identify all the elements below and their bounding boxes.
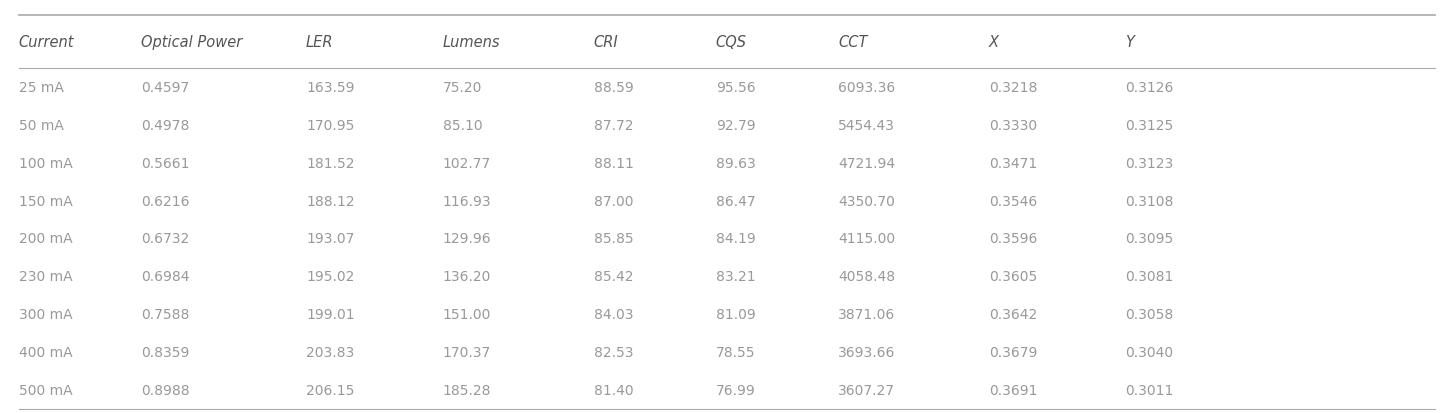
- Text: 85.10: 85.10: [442, 119, 483, 133]
- Text: Current: Current: [19, 35, 74, 50]
- Text: 0.3123: 0.3123: [1125, 157, 1174, 170]
- Text: 0.3546: 0.3546: [989, 194, 1037, 208]
- Text: 0.3330: 0.3330: [989, 119, 1037, 133]
- Text: 3693.66: 3693.66: [839, 345, 895, 359]
- Text: 0.6984: 0.6984: [140, 270, 189, 284]
- Text: 85.85: 85.85: [594, 232, 633, 246]
- Text: 84.03: 84.03: [594, 307, 633, 321]
- Text: 87.00: 87.00: [594, 194, 633, 208]
- Text: LER: LER: [307, 35, 334, 50]
- Text: 195.02: 195.02: [307, 270, 354, 284]
- Text: 25 mA: 25 mA: [19, 81, 64, 95]
- Text: 4350.70: 4350.70: [839, 194, 895, 208]
- Text: 81.09: 81.09: [716, 307, 756, 321]
- Text: 500 mA: 500 mA: [19, 383, 72, 397]
- Text: 5454.43: 5454.43: [839, 119, 895, 133]
- Text: 82.53: 82.53: [594, 345, 633, 359]
- Text: 0.3058: 0.3058: [1125, 307, 1174, 321]
- Text: 0.3679: 0.3679: [989, 345, 1037, 359]
- Text: 86.47: 86.47: [716, 194, 755, 208]
- Text: CRI: CRI: [594, 35, 619, 50]
- Text: 300 mA: 300 mA: [19, 307, 72, 321]
- Text: 0.3126: 0.3126: [1125, 81, 1174, 95]
- Text: 88.59: 88.59: [594, 81, 633, 95]
- Text: Y: Y: [1125, 35, 1135, 50]
- Text: 4721.94: 4721.94: [839, 157, 895, 170]
- Text: 102.77: 102.77: [442, 157, 490, 170]
- Text: 136.20: 136.20: [442, 270, 492, 284]
- Text: 0.3471: 0.3471: [989, 157, 1037, 170]
- Text: 0.3108: 0.3108: [1125, 194, 1174, 208]
- Text: 206.15: 206.15: [307, 383, 354, 397]
- Text: 100 mA: 100 mA: [19, 157, 72, 170]
- Text: 0.3095: 0.3095: [1125, 232, 1174, 246]
- Text: 0.3596: 0.3596: [989, 232, 1037, 246]
- Text: 81.40: 81.40: [594, 383, 633, 397]
- Text: 193.07: 193.07: [307, 232, 354, 246]
- Text: Optical Power: Optical Power: [140, 35, 241, 50]
- Text: 0.3642: 0.3642: [989, 307, 1037, 321]
- Text: 0.4597: 0.4597: [140, 81, 189, 95]
- Text: 0.3081: 0.3081: [1125, 270, 1174, 284]
- Text: 78.55: 78.55: [716, 345, 755, 359]
- Text: 0.3011: 0.3011: [1125, 383, 1174, 397]
- Text: 95.56: 95.56: [716, 81, 755, 95]
- Text: 88.11: 88.11: [594, 157, 633, 170]
- Text: 163.59: 163.59: [307, 81, 354, 95]
- Text: 170.95: 170.95: [307, 119, 354, 133]
- Text: 4115.00: 4115.00: [839, 232, 895, 246]
- Text: 0.6216: 0.6216: [140, 194, 189, 208]
- Text: 87.72: 87.72: [594, 119, 633, 133]
- Text: 0.3218: 0.3218: [989, 81, 1037, 95]
- Text: 0.8359: 0.8359: [140, 345, 189, 359]
- Text: 0.3040: 0.3040: [1125, 345, 1174, 359]
- Text: CQS: CQS: [716, 35, 746, 50]
- Text: 84.19: 84.19: [716, 232, 756, 246]
- Text: 92.79: 92.79: [716, 119, 755, 133]
- Text: 200 mA: 200 mA: [19, 232, 72, 246]
- Text: X: X: [989, 35, 999, 50]
- Text: 0.7588: 0.7588: [140, 307, 189, 321]
- Text: Lumens: Lumens: [442, 35, 500, 50]
- Text: 400 mA: 400 mA: [19, 345, 72, 359]
- Text: 3871.06: 3871.06: [839, 307, 895, 321]
- Text: 6093.36: 6093.36: [839, 81, 895, 95]
- Text: 76.99: 76.99: [716, 383, 756, 397]
- Text: 0.4978: 0.4978: [140, 119, 189, 133]
- Text: 188.12: 188.12: [307, 194, 354, 208]
- Text: 185.28: 185.28: [442, 383, 492, 397]
- Text: 181.52: 181.52: [307, 157, 354, 170]
- Text: 0.3605: 0.3605: [989, 270, 1037, 284]
- Text: 116.93: 116.93: [442, 194, 492, 208]
- Text: 230 mA: 230 mA: [19, 270, 72, 284]
- Text: 3607.27: 3607.27: [839, 383, 895, 397]
- Text: 199.01: 199.01: [307, 307, 354, 321]
- Text: 50 mA: 50 mA: [19, 119, 64, 133]
- Text: 0.6732: 0.6732: [140, 232, 189, 246]
- Text: 0.3125: 0.3125: [1125, 119, 1174, 133]
- Text: 203.83: 203.83: [307, 345, 354, 359]
- Text: 129.96: 129.96: [442, 232, 492, 246]
- Text: 151.00: 151.00: [442, 307, 492, 321]
- Text: 83.21: 83.21: [716, 270, 755, 284]
- Text: 170.37: 170.37: [442, 345, 490, 359]
- Text: 85.42: 85.42: [594, 270, 633, 284]
- Text: 89.63: 89.63: [716, 157, 756, 170]
- Text: 4058.48: 4058.48: [839, 270, 895, 284]
- Text: 0.3691: 0.3691: [989, 383, 1037, 397]
- Text: 0.8988: 0.8988: [140, 383, 189, 397]
- Text: 0.5661: 0.5661: [140, 157, 189, 170]
- Text: 150 mA: 150 mA: [19, 194, 72, 208]
- Text: CCT: CCT: [839, 35, 868, 50]
- Text: 75.20: 75.20: [442, 81, 482, 95]
